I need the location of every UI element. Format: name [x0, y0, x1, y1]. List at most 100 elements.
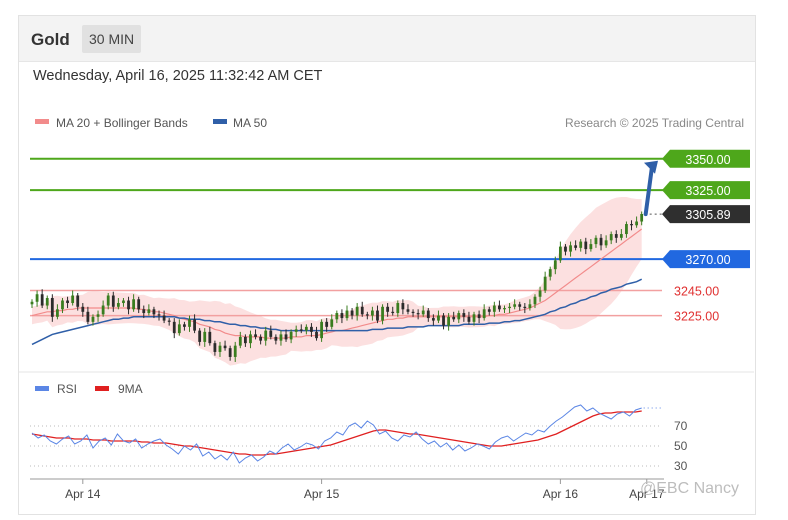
candle-body: [406, 309, 410, 312]
candle: [594, 235, 598, 248]
candle: [528, 299, 532, 311]
candle-body: [50, 298, 54, 317]
candle: [498, 300, 501, 312]
candle-body: [111, 295, 115, 307]
candle: [477, 310, 481, 324]
candle: [548, 266, 552, 281]
candle-body: [157, 314, 161, 316]
candle-body: [228, 348, 232, 357]
candle: [416, 309, 420, 320]
candle-body: [543, 276, 547, 291]
credit-text: Research © 2025 Trading Central: [565, 116, 744, 130]
legend-swatch-ma20: [35, 119, 49, 124]
level-tag-bg-3325.00: [662, 181, 750, 200]
candle: [619, 229, 623, 241]
candle-body: [411, 311, 415, 314]
candle: [442, 313, 445, 330]
level-tag-bg-3270.00: [662, 250, 750, 269]
x-axis-ticks: Apr 14 Apr 15 Apr 16 Apr 17: [65, 479, 665, 501]
candle-body: [183, 324, 186, 327]
candle-body: [442, 315, 445, 326]
forecast-arrow-shaft: [643, 164, 654, 217]
candle: [279, 330, 283, 346]
candle: [543, 271, 547, 293]
candle-body: [523, 306, 527, 309]
candle-body: [310, 326, 313, 332]
candle: [269, 325, 273, 340]
candle: [188, 315, 191, 332]
candle-body: [172, 321, 176, 334]
candle-body: [152, 309, 156, 315]
candle-body: [609, 234, 613, 241]
candle: [172, 318, 176, 339]
candle: [630, 220, 633, 231]
candle: [360, 301, 364, 317]
candle: [376, 305, 379, 324]
candle: [233, 341, 237, 362]
last-price-tag-bg: [662, 205, 750, 224]
candle: [152, 306, 156, 319]
candle: [340, 309, 344, 324]
candle-body: [304, 326, 308, 331]
candle-body: [487, 309, 491, 312]
candle-body: [254, 334, 257, 337]
candle-body: [426, 310, 430, 319]
candle-body: [320, 321, 323, 339]
candle: [609, 231, 613, 245]
candle-body: [269, 330, 273, 337]
legend-label-9ma: 9MA: [118, 382, 143, 396]
level-tag-3270.00: 3270.00: [685, 253, 730, 267]
candle-body: [274, 336, 278, 341]
candle: [157, 310, 161, 321]
candle: [437, 310, 440, 324]
candle: [335, 310, 339, 324]
candle: [127, 296, 130, 315]
candle-body: [503, 308, 506, 310]
candle: [274, 334, 278, 345]
candle: [101, 300, 105, 317]
candle: [589, 239, 593, 252]
candle: [147, 304, 151, 316]
candle-body: [45, 298, 49, 306]
candle-body: [396, 303, 400, 314]
candle-body: [574, 245, 578, 248]
rsi-line: [31, 404, 642, 464]
candle: [254, 329, 257, 340]
candle: [381, 304, 384, 325]
candle: [56, 304, 59, 320]
legend-label-rsi: RSI: [57, 382, 77, 396]
candle: [310, 323, 313, 337]
candle-body: [162, 315, 166, 321]
candle-body: [630, 224, 633, 226]
candle: [193, 314, 196, 334]
candle: [71, 290, 75, 306]
candle-body: [116, 303, 120, 307]
candle: [386, 303, 390, 317]
candle-body: [508, 306, 511, 309]
candle: [167, 318, 171, 326]
candle: [177, 319, 181, 336]
candle: [208, 326, 212, 346]
timeframe-button[interactable]: 30 MIN: [82, 25, 142, 53]
candle-body: [122, 300, 125, 304]
candle-body: [462, 313, 466, 317]
candle-body: [376, 310, 379, 321]
candle-body: [203, 331, 207, 342]
bollinger-band: [32, 197, 642, 366]
rsi-tick-70: 70: [674, 419, 688, 433]
candle: [294, 325, 298, 337]
candle: [508, 303, 511, 314]
candle-body: [599, 237, 603, 246]
candle-body: [548, 269, 552, 277]
candle: [472, 311, 476, 326]
candle-body: [279, 334, 283, 341]
candle-body: [564, 246, 567, 252]
candle: [564, 244, 567, 256]
candle: [106, 292, 110, 310]
candle-body: [198, 330, 202, 342]
candle-body: [477, 314, 481, 319]
candle: [50, 294, 54, 322]
watermark-text: @EBC Nancy: [640, 480, 739, 497]
candle-body: [66, 300, 69, 304]
candle-body: [76, 295, 80, 307]
